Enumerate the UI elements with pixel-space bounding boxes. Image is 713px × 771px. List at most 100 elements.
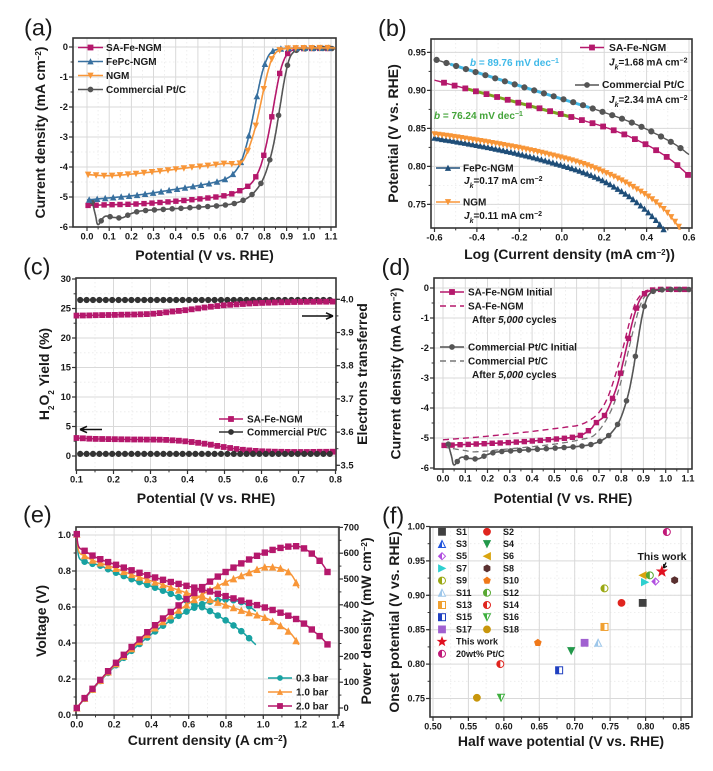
svg-text:S5: S5 xyxy=(456,551,467,561)
svg-text:0.95: 0.95 xyxy=(407,556,425,566)
svg-text:NGM: NGM xyxy=(106,71,129,82)
svg-text:b = 89.76 mV dec−1: b = 89.76 mV dec−1 xyxy=(470,58,559,70)
svg-text:Jk=0.17 mA cm−2: Jk=0.17 mA cm−2 xyxy=(464,176,543,190)
svg-text:Electrons transferred: Electrons transferred xyxy=(354,303,370,445)
svg-text:0.6: 0.6 xyxy=(182,719,195,730)
svg-text:Current density (mA cm−2): Current density (mA cm−2) xyxy=(388,288,404,460)
svg-text:Commercial Pt/C: Commercial Pt/C xyxy=(468,357,548,368)
svg-text:0.55: 0.55 xyxy=(460,722,478,732)
svg-text:3.8: 3.8 xyxy=(341,360,354,371)
svg-text:1.1: 1.1 xyxy=(681,473,694,484)
svg-text:0.0: 0.0 xyxy=(555,232,568,243)
svg-text:0.1: 0.1 xyxy=(103,231,116,242)
svg-text:0: 0 xyxy=(424,282,429,293)
svg-text:1.0: 1.0 xyxy=(257,719,270,730)
svg-text:S14: S14 xyxy=(503,600,519,610)
svg-text:-5: -5 xyxy=(421,432,429,443)
svg-text:0.4: 0.4 xyxy=(181,474,195,485)
svg-text:-2: -2 xyxy=(421,342,429,353)
svg-text:0.85: 0.85 xyxy=(672,722,690,732)
svg-text:0.6: 0.6 xyxy=(255,474,268,485)
svg-text:0.3: 0.3 xyxy=(503,473,516,484)
svg-text:Current density (A cm−2): Current density (A cm−2) xyxy=(128,732,288,748)
svg-text:10: 10 xyxy=(61,391,71,402)
svg-text:(d): (d) xyxy=(382,254,411,280)
svg-text:0.5: 0.5 xyxy=(548,473,561,484)
svg-text:0.8: 0.8 xyxy=(329,474,342,485)
svg-text:20: 20 xyxy=(61,332,71,343)
svg-text:0.70: 0.70 xyxy=(566,722,584,732)
svg-text:0.5: 0.5 xyxy=(218,474,231,485)
svg-text:0.75: 0.75 xyxy=(407,694,425,704)
svg-text:S18: S18 xyxy=(503,624,519,634)
svg-text:0.3 bar: 0.3 bar xyxy=(296,674,328,685)
svg-text:600: 600 xyxy=(344,547,360,558)
svg-text:1.4: 1.4 xyxy=(331,719,345,730)
svg-text:1.0: 1.0 xyxy=(58,529,71,540)
svg-text:1.00: 1.00 xyxy=(407,522,425,532)
svg-text:0.4: 0.4 xyxy=(640,232,654,243)
svg-text:0.85: 0.85 xyxy=(407,625,425,635)
svg-text:Potential (V vs. RHE): Potential (V vs. RHE) xyxy=(137,490,275,506)
svg-text:S8: S8 xyxy=(503,563,514,573)
svg-text:b = 76.24 mV dec−1: b = 76.24 mV dec−1 xyxy=(434,111,523,123)
svg-text:SA-Fe-NGM Initial: SA-Fe-NGM Initial xyxy=(468,288,553,299)
svg-text:20wt% Pt/C: 20wt% Pt/C xyxy=(456,649,505,659)
svg-text:2.0 bar: 2.0 bar xyxy=(296,702,328,713)
svg-text:0.8: 0.8 xyxy=(258,231,271,242)
svg-text:0.2: 0.2 xyxy=(107,474,120,485)
svg-text:S6: S6 xyxy=(503,551,514,561)
svg-text:0.6: 0.6 xyxy=(570,473,583,484)
svg-text:S3: S3 xyxy=(456,539,467,549)
svg-text:Current density (mA cm−2): Current density (mA cm−2) xyxy=(32,47,48,219)
svg-text:0.3: 0.3 xyxy=(144,474,157,485)
svg-text:1.2: 1.2 xyxy=(294,719,307,730)
svg-text:3.6: 3.6 xyxy=(341,426,354,437)
svg-text:0.2: 0.2 xyxy=(598,232,611,243)
svg-text:-3: -3 xyxy=(60,131,68,142)
svg-text:Power density (mW cm−2): Power density (mW cm−2) xyxy=(358,537,374,704)
svg-text:0.6: 0.6 xyxy=(214,231,227,242)
svg-text:-2: -2 xyxy=(60,101,68,112)
svg-text:0.9: 0.9 xyxy=(637,473,650,484)
svg-text:S15: S15 xyxy=(456,612,472,622)
svg-text:400: 400 xyxy=(344,599,360,610)
svg-text:5: 5 xyxy=(66,421,71,432)
svg-text:0.50: 0.50 xyxy=(424,722,442,732)
svg-text:-6: -6 xyxy=(60,221,68,232)
svg-text:-4: -4 xyxy=(60,161,69,172)
svg-text:0.4: 0.4 xyxy=(58,637,72,648)
svg-text:4.0: 4.0 xyxy=(341,293,354,304)
svg-text:200: 200 xyxy=(344,650,360,661)
svg-text:-1: -1 xyxy=(60,71,68,82)
svg-text:S12: S12 xyxy=(503,588,519,598)
svg-text:0.75: 0.75 xyxy=(408,198,426,209)
svg-text:0.8: 0.8 xyxy=(219,719,232,730)
svg-text:-1: -1 xyxy=(421,312,429,323)
svg-text:Potential (V vs. RHE): Potential (V vs. RHE) xyxy=(494,490,632,506)
svg-text:This work: This work xyxy=(637,551,686,563)
svg-text:S10: S10 xyxy=(503,576,519,586)
svg-text:0.7: 0.7 xyxy=(592,473,605,484)
svg-text:0: 0 xyxy=(344,702,349,713)
svg-text:0.2: 0.2 xyxy=(125,231,138,242)
svg-text:Potential (V vs. RHE): Potential (V vs. RHE) xyxy=(385,64,401,202)
svg-text:0.90: 0.90 xyxy=(408,84,426,95)
svg-text:0: 0 xyxy=(63,41,68,52)
svg-text:(c): (c) xyxy=(23,254,50,280)
svg-text:Jk=1.68 mA cm−2: Jk=1.68 mA cm−2 xyxy=(609,57,688,71)
svg-text:SA-Fe-NGM: SA-Fe-NGM xyxy=(247,415,303,426)
svg-text:Commercial Pt/C Initial: Commercial Pt/C Initial xyxy=(468,343,577,354)
svg-text:Voltage (V): Voltage (V) xyxy=(33,585,49,657)
svg-text:0.6: 0.6 xyxy=(682,232,695,243)
svg-text:3.5: 3.5 xyxy=(341,459,354,470)
svg-text:30: 30 xyxy=(61,273,71,284)
svg-text:-0.6: -0.6 xyxy=(426,232,442,243)
svg-text:-4: -4 xyxy=(421,402,430,413)
svg-text:Commercial Pt/C: Commercial Pt/C xyxy=(602,80,685,91)
svg-text:0.80: 0.80 xyxy=(408,160,426,171)
svg-text:0.1: 0.1 xyxy=(70,474,83,485)
svg-text:15: 15 xyxy=(61,362,71,373)
svg-text:FePc-NGM: FePc-NGM xyxy=(463,164,514,175)
svg-text:0.4: 0.4 xyxy=(169,231,183,242)
